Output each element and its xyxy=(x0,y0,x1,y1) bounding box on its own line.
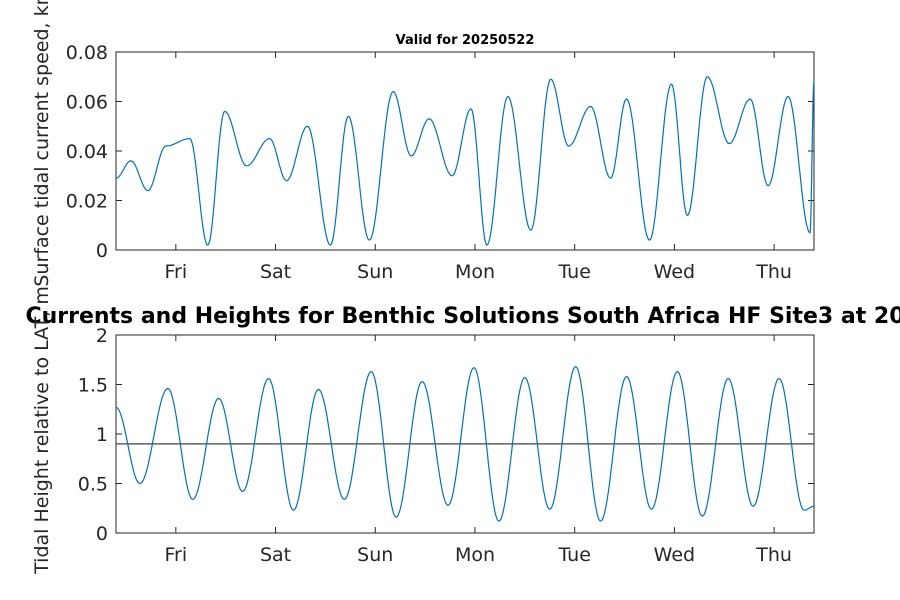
speed-y-tick-label: 0.06 xyxy=(66,92,108,114)
speed-axes: Valid for 20250522 Surface tidal current… xyxy=(31,0,815,287)
height-y-tick-label: 1.5 xyxy=(78,375,108,397)
height-y-tick-label: 2 xyxy=(96,325,108,347)
height-x-tick-label: Sun xyxy=(357,544,393,566)
height-y-tick-label: 1 xyxy=(96,424,108,446)
speed-y-axis-label: Surface tidal current speed, kn xyxy=(31,0,53,287)
speed-x-tick-label: Tue xyxy=(557,261,590,283)
height-axes: Currents and Heights for Benthic Solutio… xyxy=(25,286,900,575)
speed-y-tick-label: 0.02 xyxy=(66,191,108,213)
speed-y-tick-label: 0 xyxy=(96,240,108,262)
height-y-tick-label: 0.5 xyxy=(78,474,108,496)
height-y-axis-label: Tidal Height relative to LAT, m xyxy=(31,286,53,575)
speed-x-tick-label: Wed xyxy=(654,261,695,283)
height-x-ticks: Fri Sat Sun Mon Tue Wed Thu xyxy=(165,335,792,566)
speed-x-tick-label: Sun xyxy=(357,261,393,283)
speed-y-ticks: 0 0.02 0.04 0.06 0.08 xyxy=(66,42,814,262)
speed-x-tick-label: Sat xyxy=(260,261,291,283)
speed-x-ticks: Fri Sat Sun Mon Tue Wed Thu xyxy=(165,52,792,283)
speed-plot-area xyxy=(115,51,815,251)
height-x-tick-label: Thu xyxy=(755,544,792,566)
speed-y-tick-label: 0.04 xyxy=(66,141,108,163)
height-plot-area xyxy=(115,334,815,534)
height-series-group xyxy=(115,366,814,522)
speed-series-line xyxy=(116,76,815,246)
speed-y-tick-label: 0.08 xyxy=(66,42,108,64)
speed-x-tick-label: Thu xyxy=(755,261,792,283)
height-x-tick-label: Sat xyxy=(260,544,291,566)
height-y-tick-label: 0 xyxy=(96,523,108,545)
height-x-tick-label: Mon xyxy=(455,544,495,566)
speed-x-tick-label: Mon xyxy=(455,261,495,283)
speed-x-tick-label: Fri xyxy=(165,261,188,283)
speed-series-group xyxy=(116,76,815,246)
height-x-tick-label: Tue xyxy=(557,544,590,566)
speed-chart-title: Valid for 20250522 xyxy=(396,33,535,48)
height-y-ticks: 0 0.5 1 1.5 2 xyxy=(78,325,814,545)
height-series-line xyxy=(115,366,814,522)
height-chart-title: Currents and Heights for Benthic Solutio… xyxy=(25,304,900,329)
height-x-tick-label: Fri xyxy=(165,544,188,566)
height-x-tick-label: Wed xyxy=(654,544,695,566)
